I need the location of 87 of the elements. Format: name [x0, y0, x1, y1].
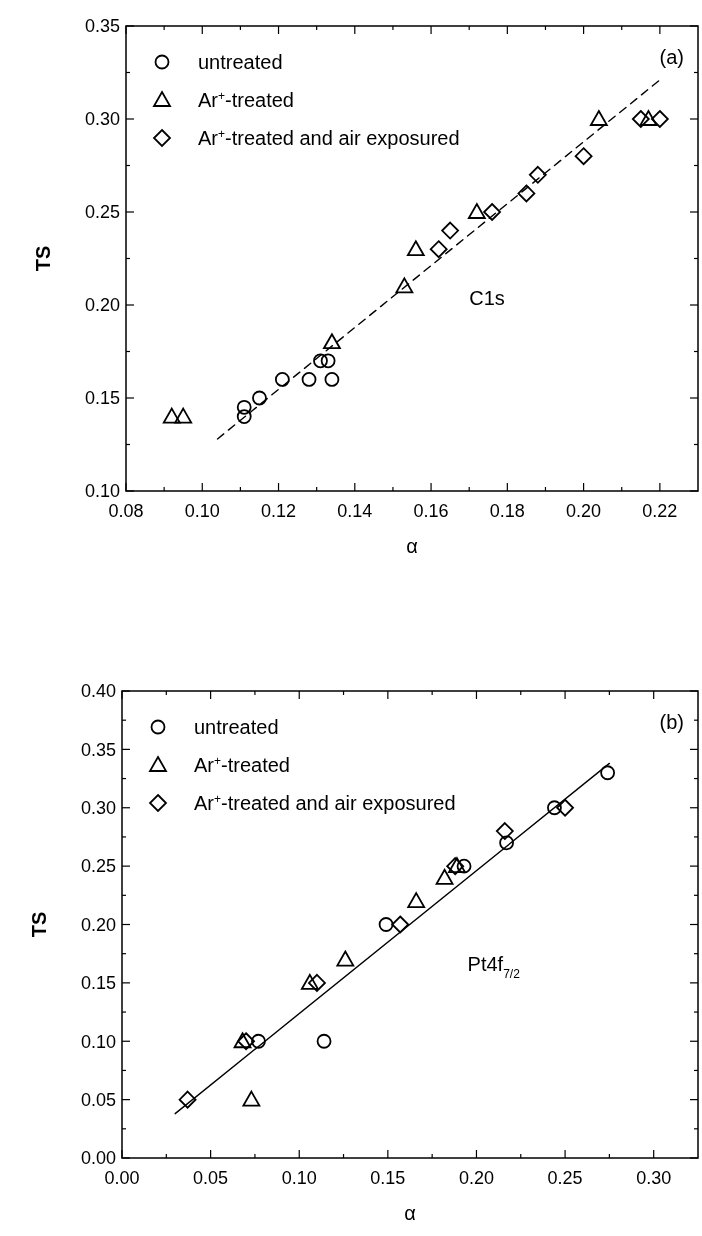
- point: [483, 203, 501, 221]
- point: [639, 110, 658, 126]
- x-tick-label: 0.15: [370, 1168, 406, 1188]
- point: [528, 165, 547, 184]
- x-tick-label: 0.14: [337, 501, 373, 521]
- annotation: Pt4f$_{7/2}$: [467, 953, 521, 982]
- y-tick-label: 0.20: [80, 914, 116, 935]
- point: [495, 822, 514, 840]
- legend-label: Ar$^{+}$-treated and air exposured: [198, 127, 460, 149]
- y-tick-label: 0.10: [84, 481, 120, 502]
- point: [574, 147, 593, 166]
- annotation: (b): [659, 711, 684, 733]
- y-axis-title: TS: [32, 245, 54, 272]
- y-tick-label: 0.25: [80, 856, 116, 877]
- point: [631, 110, 650, 128]
- point: [252, 390, 267, 406]
- x-tick-label: 0.18: [489, 501, 525, 521]
- y-tick-label: 0.15: [80, 973, 116, 994]
- point: [174, 407, 193, 424]
- y-tick-label: 0.00: [80, 1148, 116, 1169]
- point: [233, 1032, 252, 1049]
- x-tick-label: 0.05: [193, 1168, 229, 1188]
- point: [236, 409, 252, 424]
- x-tick-label: 0.30: [636, 1168, 672, 1188]
- point: [308, 973, 326, 992]
- point: [162, 407, 181, 424]
- y-tick-label: 0.15: [84, 388, 120, 409]
- y-tick-label: 0.40: [80, 681, 116, 702]
- x-tick-label: 0.10: [281, 1168, 317, 1188]
- x-tick-label: 0.12: [261, 501, 297, 521]
- annotation: (a): [659, 46, 684, 68]
- x-tick-label: 0.20: [566, 501, 602, 521]
- point: [650, 110, 669, 128]
- point: [324, 372, 340, 387]
- point: [456, 858, 472, 874]
- point: [600, 765, 616, 781]
- point: [547, 800, 562, 816]
- y-tick-label: 0.30: [80, 798, 116, 819]
- x-tick-label: 0.10: [184, 501, 220, 521]
- x-axis-title: α: [406, 535, 418, 557]
- legend-label: untreated: [198, 51, 283, 73]
- point: [378, 917, 394, 932]
- annotation: C1s: [469, 287, 505, 309]
- point: [499, 835, 514, 851]
- point: [236, 399, 252, 415]
- point: [556, 798, 574, 817]
- point: [429, 240, 448, 259]
- point: [589, 110, 608, 126]
- y-tick-label: 0.35: [80, 739, 116, 760]
- y-tick-label: 0.35: [84, 16, 120, 37]
- x-tick-label: 0.08: [108, 501, 144, 521]
- point: [274, 372, 290, 387]
- y-axis-title: TS: [28, 911, 50, 938]
- point: [301, 372, 317, 387]
- point: [395, 277, 414, 294]
- y-tick-label: 0.25: [84, 202, 120, 223]
- x-tick-label: 0.00: [104, 1168, 140, 1188]
- point: [467, 203, 486, 219]
- x-tick-label: 0.16: [413, 501, 449, 521]
- point: [316, 1033, 332, 1049]
- legend-label: Ar$^{+}$-treated: [198, 89, 294, 111]
- point: [407, 892, 426, 909]
- x-tick-label: 0.20: [458, 1168, 494, 1188]
- point: [391, 915, 410, 934]
- point: [242, 1090, 261, 1107]
- point: [178, 1090, 197, 1109]
- legend-label: untreated: [194, 716, 279, 738]
- point: [313, 353, 328, 369]
- y-tick-label: 0.05: [80, 1089, 116, 1110]
- point: [406, 240, 425, 257]
- x-axis-title: α: [404, 1202, 416, 1224]
- x-tick-label: 0.25: [547, 1168, 583, 1188]
- y-tick-label: 0.20: [84, 295, 120, 316]
- point: [336, 950, 355, 967]
- y-tick-label: 0.10: [80, 1031, 116, 1052]
- point: [300, 973, 319, 990]
- x-tick-label: 0.22: [642, 501, 678, 521]
- point: [323, 333, 341, 350]
- point: [517, 184, 536, 203]
- legend-label: Ar$^{+}$-treated: [194, 754, 290, 776]
- point: [435, 868, 454, 885]
- point: [251, 1033, 266, 1049]
- point: [441, 221, 460, 240]
- legend-label: Ar$^{+}$-treated and air exposured: [194, 792, 456, 814]
- point: [237, 1032, 255, 1051]
- point: [320, 353, 336, 369]
- y-tick-label: 0.30: [84, 109, 120, 130]
